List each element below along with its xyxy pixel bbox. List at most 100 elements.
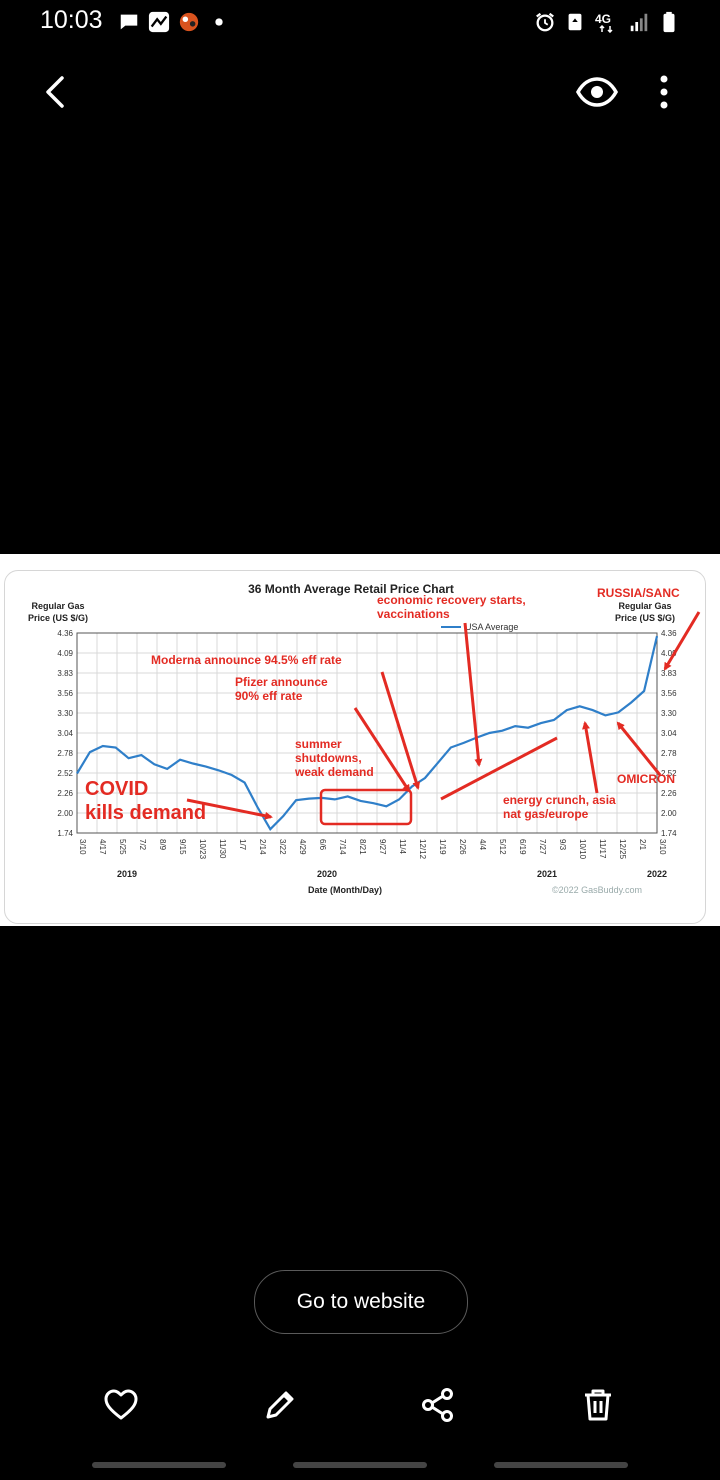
annotation-arrows bbox=[186, 611, 701, 820]
y-tick-left: 4.36 bbox=[57, 629, 73, 638]
year-label: 2019 bbox=[117, 869, 137, 879]
go-to-website-label: Go to website bbox=[296, 1290, 426, 1313]
x-tick-label: 4/4 bbox=[478, 839, 487, 851]
year-labels: 2019 2020 2021 2022 bbox=[117, 869, 667, 879]
x-axis-label: Date (Month/Day) bbox=[308, 885, 382, 895]
annotations: COVID kills demand Moderna announce 94.5… bbox=[85, 586, 680, 824]
x-tick-label: 5/12 bbox=[498, 839, 507, 855]
stocks-app-icon bbox=[148, 11, 170, 33]
status-right-icons: 4G bbox=[534, 8, 680, 36]
x-tick-label: 2/14 bbox=[258, 839, 267, 855]
x-tick-label: 11/4 bbox=[398, 839, 407, 855]
y-ticks-right: 4.36 4.09 3.83 3.56 3.30 3.04 2.78 2.52 2.26 2.00… bbox=[661, 629, 677, 838]
nav-handle-right[interactable] bbox=[494, 1462, 628, 1468]
arrow-covid bbox=[186, 798, 273, 820]
displayed-image[interactable]: 36 Month Average Retail Price Chart Regu… bbox=[0, 554, 720, 926]
x-tick-label: 6/19 bbox=[518, 839, 527, 855]
series-line-usa-average bbox=[76, 635, 659, 831]
y-tick-left: 1.74 bbox=[57, 829, 73, 838]
x-tick-label: 1/19 bbox=[438, 839, 447, 855]
x-tick-label: 9/27 bbox=[378, 839, 387, 855]
annotation-summer-2: shutdowns, bbox=[295, 751, 362, 765]
edit-icon[interactable] bbox=[260, 1385, 300, 1425]
status-time: 10:03 bbox=[40, 6, 103, 34]
annotation-recovery-2: vaccinations bbox=[377, 607, 450, 621]
copyright-text: ©2022 GasBuddy.com bbox=[552, 885, 642, 895]
x-tick-label: 4/29 bbox=[298, 839, 307, 855]
chat-bubble-icon bbox=[120, 14, 138, 30]
y-ticks-left: 4.36 4.09 3.83 3.56 3.30 3.04 2.78 2.52 2.26 2.00… bbox=[57, 629, 73, 838]
notification-dot-icon bbox=[215, 18, 223, 26]
go-to-website-button[interactable]: Go to website bbox=[254, 1270, 468, 1334]
share-icon[interactable] bbox=[418, 1385, 458, 1425]
heart-icon[interactable] bbox=[101, 1385, 141, 1425]
y-label-right-2: Price (US $/G) bbox=[615, 613, 675, 623]
annotation-covid-2: kills demand bbox=[85, 802, 206, 824]
x-tick-label: 3/22 bbox=[278, 839, 287, 855]
gas-price-chart: 36 Month Average Retail Price Chart Regu… bbox=[28, 582, 701, 895]
annotation-omicron: OMICRON bbox=[617, 772, 675, 786]
annotation-energy-2: nat gas/europe bbox=[503, 807, 589, 821]
x-tick-label: 12/12 bbox=[418, 839, 427, 860]
x-tick-label: 12/25 bbox=[618, 839, 627, 860]
nav-handle-center[interactable] bbox=[293, 1462, 427, 1468]
alarm-icon bbox=[536, 12, 554, 32]
y-tick-left: 2.52 bbox=[57, 769, 73, 778]
x-tick-label: 7/14 bbox=[338, 839, 347, 855]
x-tick-label: 7/27 bbox=[538, 839, 547, 855]
svg-text:4G: 4G bbox=[595, 12, 611, 26]
x-tick-label: 9/3 bbox=[558, 839, 567, 851]
y-tick-left: 3.04 bbox=[57, 729, 73, 738]
arrow-recovery-line bbox=[440, 736, 558, 801]
x-tick-label: 10/23 bbox=[198, 839, 207, 860]
x-tick-label: 2/1 bbox=[638, 839, 647, 851]
summer-highlight-box bbox=[319, 788, 413, 826]
annotation-summer-3: weak demand bbox=[294, 765, 374, 779]
eye-icon[interactable] bbox=[574, 72, 620, 112]
y-tick-right: 3.83 bbox=[661, 669, 677, 678]
year-label: 2022 bbox=[647, 869, 667, 879]
arrow-omicron bbox=[616, 721, 662, 776]
x-ticks: 3/10 4/17 5/25 7/2 8/9 9/15 10/23 11/30 1/7 2/14 3… bbox=[78, 839, 667, 860]
chart-title: 36 Month Average Retail Price Chart bbox=[248, 582, 454, 596]
system-nav-handles bbox=[0, 1462, 720, 1470]
x-tick-label: 8/9 bbox=[158, 839, 167, 851]
y-tick-left: 2.26 bbox=[57, 789, 73, 798]
x-tick-label: 10/10 bbox=[578, 839, 587, 860]
arrow-pfizer bbox=[353, 707, 411, 793]
annotation-russia: RUSSIA/SANC bbox=[597, 586, 680, 600]
y-tick-left: 3.30 bbox=[57, 709, 73, 718]
arrow-energy bbox=[582, 721, 599, 794]
arrow-recovery bbox=[463, 622, 483, 767]
more-vert-icon[interactable] bbox=[650, 72, 678, 112]
bottom-action-bar bbox=[0, 1375, 720, 1435]
x-tick-label: 2/26 bbox=[458, 839, 467, 855]
y-tick-right: 2.26 bbox=[661, 789, 677, 798]
annotation-recovery-1: economic recovery starts, bbox=[377, 593, 526, 607]
x-tick-label: 1/7 bbox=[238, 839, 247, 851]
plot-frame bbox=[76, 632, 658, 834]
annotation-energy-1: energy crunch, asia bbox=[503, 793, 616, 807]
delete-icon[interactable] bbox=[578, 1385, 618, 1425]
nav-handle-left[interactable] bbox=[92, 1462, 226, 1468]
legend-label: USA Average bbox=[465, 622, 518, 632]
x-tick-label: 9/15 bbox=[178, 839, 187, 855]
x-tick-label: 4/17 bbox=[98, 839, 107, 855]
y-tick-right: 1.74 bbox=[661, 829, 677, 838]
chart-card: 36 Month Average Retail Price Chart Regu… bbox=[4, 570, 706, 924]
y-tick-right: 3.30 bbox=[661, 709, 677, 718]
y-tick-left: 2.78 bbox=[57, 749, 73, 758]
viewer-top-bar bbox=[0, 60, 720, 124]
y-tick-left: 3.83 bbox=[57, 669, 73, 678]
x-tick-label: 3/10 bbox=[658, 839, 667, 855]
y-tick-left: 4.09 bbox=[57, 649, 73, 658]
y-label-left-1: Regular Gas bbox=[31, 601, 84, 611]
x-tick-label: 5/25 bbox=[118, 839, 127, 855]
arrow-russia bbox=[663, 611, 701, 671]
battery-icon bbox=[663, 11, 675, 33]
annotation-moderna: Moderna announce 94.5% eff rate bbox=[151, 653, 342, 667]
annotation-pfizer-1: Pfizer announce bbox=[235, 675, 328, 689]
x-tick-label: 3/10 bbox=[78, 839, 87, 855]
year-label: 2021 bbox=[537, 869, 557, 879]
chevron-left-icon[interactable] bbox=[36, 72, 76, 112]
